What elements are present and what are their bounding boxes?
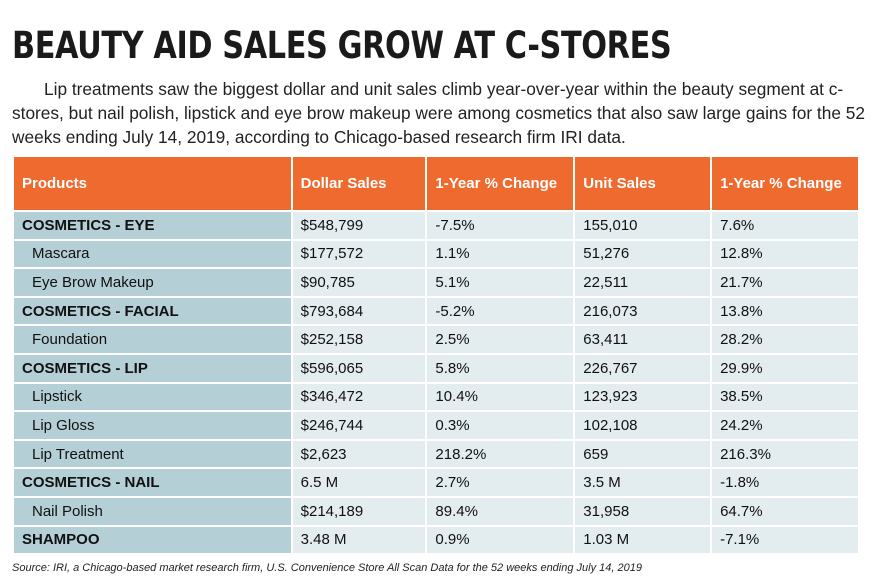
dollar-change-cell: 0.9%: [427, 526, 574, 554]
product-cell: Lip Gloss: [14, 412, 291, 439]
product-cell: Mascara: [14, 240, 291, 268]
unit-sales-cell: 226,767: [575, 354, 711, 382]
dollar-change-cell: 1.1%: [427, 240, 574, 268]
unit-sales-cell: 123,923: [575, 383, 711, 411]
product-cell: SHAMPOO: [14, 526, 291, 554]
unit-sales-cell: 216,073: [575, 297, 711, 325]
header-products: Products: [14, 157, 291, 210]
unit-change-cell: 7.6%: [712, 212, 858, 239]
dollar-sales-cell: $177,572: [292, 240, 426, 268]
unit-sales-cell: 102,108: [575, 412, 711, 439]
product-cell: COSMETICS - EYE: [14, 212, 291, 239]
dollar-sales-cell: $596,065: [292, 354, 426, 382]
unit-sales-cell: 51,276: [575, 240, 711, 268]
dollar-change-cell: 2.7%: [427, 469, 574, 496]
unit-change-cell: 29.9%: [712, 354, 858, 382]
table-row: Eye Brow Makeup $90,785 5.1% 22,511 21.7%: [14, 269, 858, 296]
dollar-change-cell: 0.3%: [427, 412, 574, 439]
product-cell: COSMETICS - FACIAL: [14, 297, 291, 325]
dollar-sales-cell: 3.48 M: [292, 526, 426, 554]
header-unit-sales: Unit Sales: [575, 157, 711, 210]
dollar-change-cell: 10.4%: [427, 383, 574, 411]
dollar-sales-cell: $246,744: [292, 412, 426, 439]
unit-change-cell: -1.8%: [712, 469, 858, 496]
unit-change-cell: 12.8%: [712, 240, 858, 268]
product-cell: COSMETICS - NAIL: [14, 469, 291, 496]
unit-change-cell: 38.5%: [712, 383, 858, 411]
sales-table: Products Dollar Sales 1-Year % Change Un…: [12, 155, 860, 555]
unit-change-cell: 64.7%: [712, 497, 858, 525]
dollar-sales-cell: $2,623: [292, 440, 426, 468]
product-cell: Lip Treatment: [14, 440, 291, 468]
dollar-sales-cell: $548,799: [292, 212, 426, 239]
dollar-change-cell: 2.5%: [427, 326, 574, 353]
intro-paragraph: Lip treatments saw the biggest dollar an…: [12, 79, 865, 147]
unit-change-cell: 13.8%: [712, 297, 858, 325]
table-row: Lip Gloss $246,744 0.3% 102,108 24.2%: [14, 412, 858, 439]
product-cell: Eye Brow Makeup: [14, 269, 291, 296]
table-row: COSMETICS - EYE $548,799 -7.5% 155,010 7.6%: [14, 212, 858, 239]
unit-sales-cell: 1.03 M: [575, 526, 711, 554]
dollar-sales-cell: $252,158: [292, 326, 426, 353]
unit-sales-cell: 63,411: [575, 326, 711, 353]
dollar-change-cell: 218.2%: [427, 440, 574, 468]
header-unit-change: 1-Year % Change: [712, 157, 858, 210]
table-row: Foundation $252,158 2.5% 63,411 28.2%: [14, 326, 858, 353]
unit-change-cell: 24.2%: [712, 412, 858, 439]
table-row: SHAMPOO 3.48 M 0.9% 1.03 M -7.1%: [14, 526, 858, 554]
unit-change-cell: 216.3%: [712, 440, 858, 468]
dollar-change-cell: 89.4%: [427, 497, 574, 525]
dollar-change-cell: 5.1%: [427, 269, 574, 296]
unit-sales-cell: 659: [575, 440, 711, 468]
table-row: COSMETICS - NAIL 6.5 M 2.7% 3.5 M -1.8%: [14, 469, 858, 496]
product-cell: Lipstick: [14, 383, 291, 411]
table-body: COSMETICS - EYE $548,799 -7.5% 155,010 7.6% M…: [14, 212, 858, 554]
table-row: Lip Treatment $2,623 218.2% 659 216.3%: [14, 440, 858, 468]
table-row: COSMETICS - FACIAL $793,684 -5.2% 216,073 13…: [14, 297, 858, 325]
dollar-change-cell: -5.2%: [427, 297, 574, 325]
table-row: Nail Polish $214,189 89.4% 31,958 64.7%: [14, 497, 858, 525]
table-header-row: Products Dollar Sales 1-Year % Change Un…: [14, 157, 858, 210]
dollar-sales-cell: $346,472: [292, 383, 426, 411]
unit-sales-cell: 31,958: [575, 497, 711, 525]
dollar-change-cell: 5.8%: [427, 354, 574, 382]
dollar-sales-cell: $793,684: [292, 297, 426, 325]
header-dollar-sales: Dollar Sales: [292, 157, 426, 210]
dollar-sales-cell: 6.5 M: [292, 469, 426, 496]
dollar-sales-cell: $90,785: [292, 269, 426, 296]
unit-sales-cell: 22,511: [575, 269, 711, 296]
unit-change-cell: 21.7%: [712, 269, 858, 296]
dollar-sales-cell: $214,189: [292, 497, 426, 525]
page-title: BEAUTY AID SALES GROW AT C-STORES: [12, 24, 672, 67]
unit-change-cell: 28.2%: [712, 326, 858, 353]
table-row: Lipstick $346,472 10.4% 123,923 38.5%: [14, 383, 858, 411]
product-cell: Foundation: [14, 326, 291, 353]
unit-change-cell: -7.1%: [712, 526, 858, 554]
header-dollar-change: 1-Year % Change: [427, 157, 574, 210]
unit-sales-cell: 3.5 M: [575, 469, 711, 496]
dollar-change-cell: -7.5%: [427, 212, 574, 239]
source-note: Source: IRI, a Chicago-based market rese…: [12, 562, 642, 574]
product-cell: COSMETICS - LIP: [14, 354, 291, 382]
table-row: COSMETICS - LIP $596,065 5.8% 226,767 29.9%: [14, 354, 858, 382]
unit-sales-cell: 155,010: [575, 212, 711, 239]
product-cell: Nail Polish: [14, 497, 291, 525]
table-row: Mascara $177,572 1.1% 51,276 12.8%: [14, 240, 858, 268]
